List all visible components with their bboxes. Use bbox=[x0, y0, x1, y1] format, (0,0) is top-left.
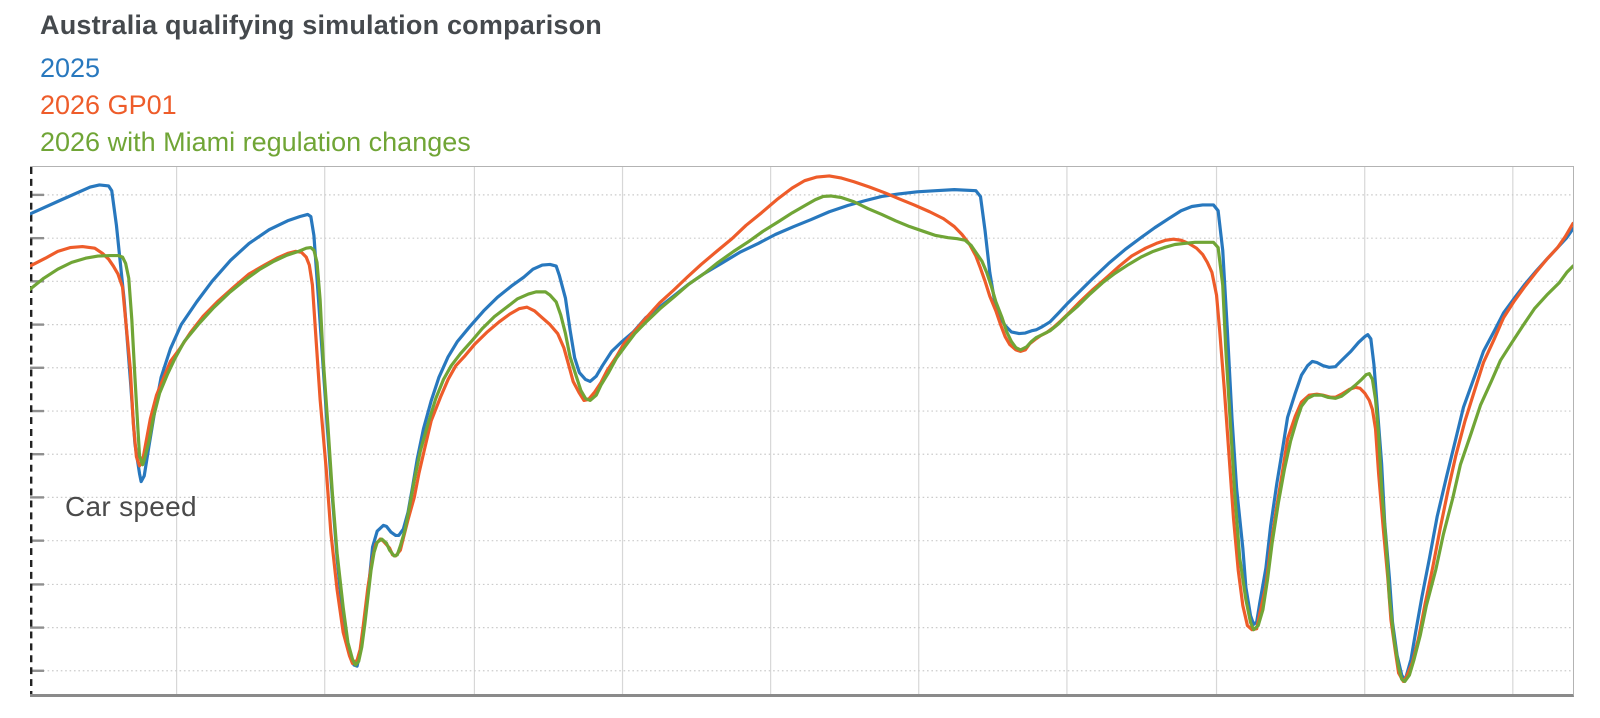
chart-header: Australia qualifying simulation comparis… bbox=[40, 10, 602, 161]
speed-trace-chart bbox=[30, 167, 1573, 694]
series-line-1 bbox=[30, 174, 1573, 683]
legend-item-2026-gp01: 2026 GP01 bbox=[40, 90, 177, 120]
legend-item-2026-miami-regs: 2026 with Miami regulation changes bbox=[40, 127, 471, 157]
legend: 2025 2026 GP01 2026 with Miami regulatio… bbox=[40, 50, 602, 161]
y-axis-annotation: Car speed bbox=[65, 491, 197, 522]
series-line-0 bbox=[30, 183, 1573, 682]
series-line-2 bbox=[30, 194, 1573, 683]
legend-item-2025: 2025 bbox=[40, 53, 101, 83]
page-title: Australia qualifying simulation comparis… bbox=[40, 10, 602, 40]
chart-plot-area: Car speed bbox=[30, 166, 1574, 697]
